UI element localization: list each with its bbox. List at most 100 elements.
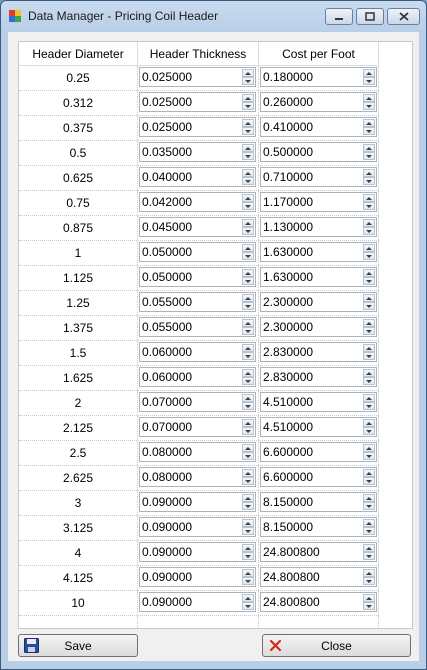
spin-down-button[interactable] — [242, 352, 254, 360]
table-row[interactable]: 4 0.090000 24.800800 — [19, 541, 379, 566]
spin-up-button[interactable] — [363, 469, 375, 477]
spin-up-button[interactable] — [363, 269, 375, 277]
spin-down-button[interactable] — [242, 152, 254, 160]
spin-buttons[interactable] — [242, 444, 254, 460]
spin-buttons[interactable] — [363, 419, 375, 435]
spin-buttons[interactable] — [363, 394, 375, 410]
thickness-numeric-input[interactable]: 0.025000 — [139, 117, 256, 137]
diameter-cell[interactable]: 0.625 — [19, 166, 138, 190]
column-header-cost[interactable]: Cost per Foot — [259, 42, 379, 66]
spin-buttons[interactable] — [363, 494, 375, 510]
table-row[interactable]: 1.25 0.055000 2.300000 — [19, 291, 379, 316]
thickness-numeric-input[interactable]: 0.090000 — [139, 542, 256, 562]
maximize-button[interactable] — [356, 8, 384, 25]
spin-down-button[interactable] — [242, 177, 254, 185]
spin-down-button[interactable] — [363, 302, 375, 310]
thickness-numeric-input[interactable]: 0.060000 — [139, 367, 256, 387]
table-row[interactable]: 0.375 0.025000 0.410000 — [19, 116, 379, 141]
thickness-numeric-input[interactable]: 0.070000 — [139, 392, 256, 412]
spin-up-button[interactable] — [363, 144, 375, 152]
cost-numeric-input[interactable]: 0.180000 — [260, 67, 377, 87]
spin-buttons[interactable] — [363, 519, 375, 535]
spin-up-button[interactable] — [242, 94, 254, 102]
spin-down-button[interactable] — [363, 577, 375, 585]
spin-up-button[interactable] — [363, 344, 375, 352]
spin-down-button[interactable] — [363, 427, 375, 435]
table-row[interactable]: 2.5 0.080000 6.600000 — [19, 441, 379, 466]
spin-buttons[interactable] — [242, 294, 254, 310]
spin-buttons[interactable] — [363, 194, 375, 210]
spin-buttons[interactable] — [242, 569, 254, 585]
spin-down-button[interactable] — [363, 452, 375, 460]
cost-numeric-input[interactable]: 1.170000 — [260, 192, 377, 212]
spin-down-button[interactable] — [363, 152, 375, 160]
table-row[interactable]: 0.875 0.045000 1.130000 — [19, 216, 379, 241]
spin-down-button[interactable] — [363, 177, 375, 185]
table-row[interactable]: 0.75 0.042000 1.170000 — [19, 191, 379, 216]
cost-numeric-input[interactable]: 4.510000 — [260, 392, 377, 412]
spin-buttons[interactable] — [363, 319, 375, 335]
spin-down-button[interactable] — [242, 502, 254, 510]
cost-numeric-input[interactable]: 0.260000 — [260, 92, 377, 112]
column-header-thickness[interactable]: Header Thickness — [138, 42, 259, 66]
diameter-cell[interactable]: 0.25 — [19, 66, 138, 90]
spin-down-button[interactable] — [363, 477, 375, 485]
diameter-cell[interactable]: 0.875 — [19, 216, 138, 240]
thickness-numeric-input[interactable]: 0.050000 — [139, 242, 256, 262]
spin-up-button[interactable] — [363, 94, 375, 102]
spin-buttons[interactable] — [242, 319, 254, 335]
spin-up-button[interactable] — [242, 269, 254, 277]
table-row[interactable]: 2 0.070000 4.510000 — [19, 391, 379, 416]
cost-numeric-input[interactable]: 2.300000 — [260, 292, 377, 312]
table-row[interactable]: 0.5 0.035000 0.500000 — [19, 141, 379, 166]
spin-down-button[interactable] — [242, 477, 254, 485]
diameter-cell[interactable]: 3.125 — [19, 516, 138, 540]
spin-buttons[interactable] — [242, 594, 254, 610]
spin-down-button[interactable] — [363, 252, 375, 260]
thickness-numeric-input[interactable]: 0.080000 — [139, 442, 256, 462]
diameter-cell[interactable]: 0.375 — [19, 116, 138, 140]
cost-numeric-input[interactable]: 2.830000 — [260, 367, 377, 387]
minimize-button[interactable] — [325, 8, 353, 25]
spin-buttons[interactable] — [242, 194, 254, 210]
spin-up-button[interactable] — [363, 194, 375, 202]
spin-down-button[interactable] — [242, 577, 254, 585]
spin-buttons[interactable] — [363, 344, 375, 360]
cost-numeric-input[interactable]: 1.130000 — [260, 217, 377, 237]
spin-down-button[interactable] — [242, 102, 254, 110]
spin-up-button[interactable] — [363, 394, 375, 402]
spin-buttons[interactable] — [363, 594, 375, 610]
spin-up-button[interactable] — [242, 444, 254, 452]
table-row[interactable]: 1.375 0.055000 2.300000 — [19, 316, 379, 341]
spin-buttons[interactable] — [363, 169, 375, 185]
spin-down-button[interactable] — [363, 127, 375, 135]
spin-up-button[interactable] — [242, 544, 254, 552]
spin-down-button[interactable] — [242, 227, 254, 235]
thickness-numeric-input[interactable]: 0.025000 — [139, 92, 256, 112]
spin-up-button[interactable] — [242, 569, 254, 577]
spin-down-button[interactable] — [363, 202, 375, 210]
spin-down-button[interactable] — [363, 352, 375, 360]
thickness-numeric-input[interactable]: 0.090000 — [139, 517, 256, 537]
spin-buttons[interactable] — [363, 444, 375, 460]
thickness-numeric-input[interactable]: 0.070000 — [139, 417, 256, 437]
diameter-cell[interactable]: 1.25 — [19, 291, 138, 315]
spin-up-button[interactable] — [363, 169, 375, 177]
spin-down-button[interactable] — [363, 377, 375, 385]
spin-buttons[interactable] — [242, 544, 254, 560]
spin-down-button[interactable] — [242, 402, 254, 410]
spin-buttons[interactable] — [363, 544, 375, 560]
cost-numeric-input[interactable]: 0.710000 — [260, 167, 377, 187]
spin-down-button[interactable] — [363, 552, 375, 560]
spin-down-button[interactable] — [242, 277, 254, 285]
spin-up-button[interactable] — [242, 119, 254, 127]
spin-up-button[interactable] — [363, 244, 375, 252]
spin-up-button[interactable] — [363, 369, 375, 377]
spin-buttons[interactable] — [363, 244, 375, 260]
cost-numeric-input[interactable]: 8.150000 — [260, 517, 377, 537]
table-row[interactable]: 2.625 0.080000 6.600000 — [19, 466, 379, 491]
window-close-button[interactable] — [387, 8, 420, 25]
cost-numeric-input[interactable]: 6.600000 — [260, 467, 377, 487]
spin-up-button[interactable] — [242, 469, 254, 477]
spin-buttons[interactable] — [242, 244, 254, 260]
